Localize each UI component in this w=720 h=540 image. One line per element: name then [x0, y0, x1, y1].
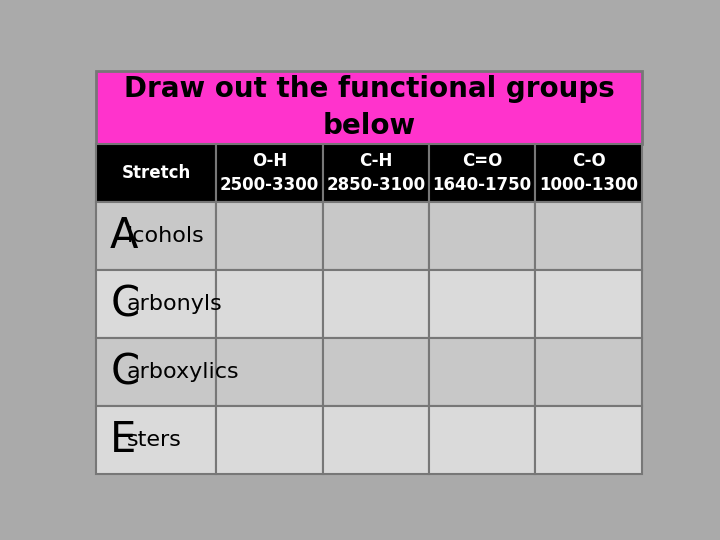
- Text: arbonyls: arbonyls: [127, 294, 222, 314]
- Text: A: A: [110, 215, 139, 257]
- Bar: [323, 144, 429, 202]
- Bar: [216, 338, 323, 406]
- Bar: [216, 202, 323, 270]
- Text: Stretch: Stretch: [122, 164, 191, 182]
- Bar: [429, 202, 536, 270]
- Bar: [96, 71, 642, 144]
- Bar: [216, 270, 323, 338]
- Bar: [323, 270, 429, 338]
- Bar: [96, 270, 216, 338]
- Text: C-O
1000-1300: C-O 1000-1300: [539, 152, 638, 194]
- Bar: [536, 144, 642, 202]
- Text: C: C: [110, 351, 139, 393]
- Text: lcohols: lcohols: [127, 226, 204, 246]
- Bar: [536, 202, 642, 270]
- Text: E: E: [110, 420, 137, 461]
- Bar: [96, 406, 216, 475]
- Bar: [96, 202, 216, 270]
- Bar: [536, 406, 642, 475]
- Bar: [429, 270, 536, 338]
- Bar: [96, 144, 216, 202]
- Text: Draw out the functional groups
below: Draw out the functional groups below: [124, 75, 614, 140]
- Bar: [429, 406, 536, 475]
- Text: C-H
2850-3100: C-H 2850-3100: [326, 152, 426, 194]
- Bar: [216, 144, 323, 202]
- Bar: [323, 338, 429, 406]
- Bar: [536, 338, 642, 406]
- Text: C=O
1640-1750: C=O 1640-1750: [433, 152, 532, 194]
- Text: C: C: [110, 283, 139, 325]
- Bar: [96, 338, 216, 406]
- Bar: [536, 270, 642, 338]
- Bar: [216, 406, 323, 475]
- Text: O-H
2500-3300: O-H 2500-3300: [220, 152, 319, 194]
- Bar: [323, 406, 429, 475]
- Text: sters: sters: [127, 430, 181, 450]
- Bar: [429, 144, 536, 202]
- Text: arboxylics: arboxylics: [127, 362, 240, 382]
- Bar: [323, 202, 429, 270]
- Bar: [429, 338, 536, 406]
